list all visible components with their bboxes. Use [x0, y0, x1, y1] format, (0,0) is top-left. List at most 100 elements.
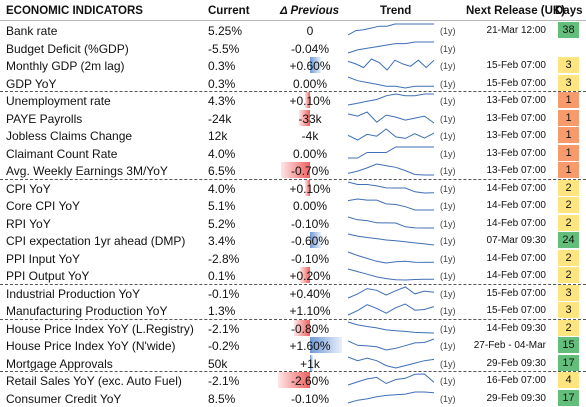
next-release-date: 15-Feb 07:00 [486, 77, 547, 89]
indicator-name: House Price Index YoY (L.Registry) [6, 321, 194, 336]
trend-sparkline [347, 181, 435, 194]
next-release-date: 14-Feb 09:30 [486, 322, 547, 334]
days-badge: 2 [558, 249, 579, 266]
indicator-name: Manufacturing Production YoY [6, 304, 168, 318]
indicator-name: PPI Output YoY [6, 269, 90, 283]
next-release-date: 07-Mar 09:30 [486, 235, 546, 246]
next-release-date: 27-Feb - 04-Mar [473, 340, 546, 351]
previous-change-value: +1k [300, 356, 320, 371]
trend-sparkline [347, 356, 435, 369]
indicator-name: Industrial Production YoY [6, 286, 141, 301]
days-badge: 3 [558, 57, 579, 73]
indicator-name: Mortgage Approvals [6, 356, 113, 371]
group-divider [0, 283, 586, 285]
indicator-row: House Price Index YoY (L.Registry) -2.1% -… [0, 319, 586, 337]
days-header: Days [555, 5, 583, 17]
indicator-name: PPI Input YoY [6, 251, 81, 266]
next-release-date: 15-Feb 07:00 [486, 305, 547, 316]
indicator-row: Manufacturing Production YoY 1.3% +1.10% (1… [0, 301, 586, 319]
sparkline-path [347, 373, 435, 386]
previous-change-bar [305, 92, 310, 108]
previous-change-value: 0.00% [292, 199, 328, 213]
previous-change-bar [298, 109, 310, 126]
period-label: (1y) [440, 113, 456, 124]
indicator-name: GDP YoY [6, 76, 57, 91]
previous-change-value: +0.10% [289, 181, 331, 196]
days-badge: 24 [558, 232, 579, 248]
current-value: -2.1% [208, 321, 240, 336]
next-release-date: 13-Feb 07:00 [486, 95, 547, 106]
period-label: (1y) [440, 131, 456, 141]
trend-sparkline [347, 93, 434, 106]
period-label: (1y) [440, 376, 456, 386]
previous-change-bar [278, 372, 310, 388]
trend-sparkline [347, 321, 435, 333]
previous-change-bar [294, 319, 310, 336]
days-badge: 1 [558, 144, 579, 161]
indicator-name: Bank rate [6, 24, 58, 38]
next-release-date: 29-Feb 09:30 [486, 357, 547, 369]
next-release-date: 13-Feb 07:00 [486, 165, 547, 176]
table-title: ECONOMIC INDICATORS [6, 5, 143, 17]
previous-change-bar [305, 179, 310, 196]
period-label: (1y) [440, 218, 456, 229]
next-release-date: 13-Feb 07:00 [486, 112, 547, 124]
period-label: (1y) [440, 306, 456, 316]
next-release-date: 15-Feb 07:00 [486, 60, 547, 71]
previous-change-value: -4k [301, 129, 319, 143]
previous-change-value: -0.10% [290, 216, 330, 231]
trend-sparkline [347, 76, 434, 89]
days-badge: 1 [558, 127, 579, 143]
days-badge: 1 [558, 162, 579, 178]
sparkline-path [347, 198, 434, 211]
days-badge: 38 [558, 22, 579, 38]
next-release-date: 29-Feb 09:30 [486, 392, 547, 404]
current-value: -24k [208, 111, 232, 126]
trend-sparkline [347, 128, 435, 141]
current-value: 1.3% [208, 304, 236, 318]
indicator-name: RPI YoY [6, 216, 51, 231]
indicator-row: RPI YoY 5.2% -0.10% (1y) 14-Feb 07:00 2 [0, 214, 586, 232]
period-label: (1y) [440, 26, 456, 36]
current-value: 3.4% [208, 234, 236, 248]
current-value: -0.2% [208, 339, 240, 353]
next-release-date: 16-Feb 07:00 [486, 375, 547, 386]
sparkline-path [347, 76, 434, 89]
period-label: (1y) [440, 288, 456, 299]
next-release-date: 14-Feb 07:00 [486, 217, 547, 229]
group-divider [0, 178, 586, 180]
current-value: 8.5% [208, 391, 236, 406]
trend-sparkline [347, 391, 435, 403]
indicator-name: House Price Index YoY (N'wide) [6, 339, 176, 353]
group-divider [0, 91, 586, 92]
indicator-name: Monthly GDP (2m lag) [6, 59, 125, 73]
next-release-date: 14-Feb 07:00 [486, 200, 547, 211]
period-label: (1y) [440, 43, 456, 54]
sparkline-path [347, 251, 435, 264]
indicator-row: Claimant Count Rate 4.0% 0.00% (1y) 13-Feb 0… [0, 144, 586, 162]
days-badge: 4 [558, 372, 579, 388]
indicator-row: Budget Deficit (%GDP) -5.5% -0.04% (1y) [0, 39, 586, 57]
period-label: (1y) [440, 393, 456, 404]
sparkline-path [347, 268, 434, 281]
previous-header: Δ Previous [280, 5, 340, 17]
previous-change-value: -0.80% [290, 321, 330, 336]
next-release-date: 13-Feb 07:00 [486, 147, 547, 159]
period-label: (1y) [440, 61, 456, 71]
sparkline-path [347, 110, 435, 123]
previous-change-bar [310, 337, 342, 353]
indicator-name: PAYE Payrolls [6, 111, 83, 126]
days-badge: 3 [558, 302, 579, 318]
indicator-row: Bank rate 5.25% 0 (1y) 21-Mar 12:00 38 [0, 21, 586, 39]
indicator-row: Retail Sales YoY (exc. Auto Fuel) -2.1% -2… [0, 371, 586, 389]
indicator-row: PPI Input YoY -2.8% -0.10% (1y) 14-Feb 07:00… [0, 249, 586, 267]
current-value: 5.25% [208, 24, 243, 38]
current-value: 6.5% [208, 164, 236, 178]
indicator-name: Unemployment rate [6, 94, 111, 108]
indicator-name: Consumer Credit YoY [6, 391, 122, 406]
days-badge: 17 [558, 354, 579, 371]
days-badge: 1 [558, 109, 579, 126]
previous-change-value: -0.04% [290, 41, 330, 56]
trend-sparkline [348, 146, 434, 158]
indicator-row: Mortgage Approvals 50k +1k (1y) 29-Feb 09:30… [0, 354, 586, 372]
